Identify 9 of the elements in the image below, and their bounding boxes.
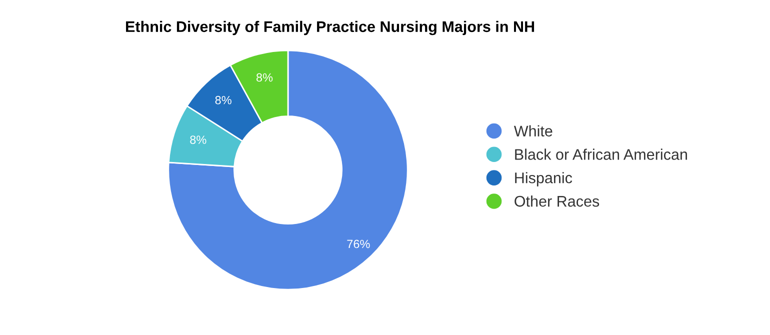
data-label: 76% bbox=[347, 240, 370, 248]
legend-label: White bbox=[514, 125, 552, 136]
chart-title: Ethnic Diversity of Family Practice Nursing Majors in NH bbox=[126, 20, 534, 36]
data-label: 8% bbox=[190, 136, 206, 144]
legend-label: Hispanic bbox=[515, 172, 572, 186]
data-label: 8% bbox=[215, 96, 232, 104]
data-label: 8% bbox=[256, 73, 273, 82]
legend-label: Other Races bbox=[514, 195, 600, 207]
legend-label: Black or African American bbox=[515, 148, 687, 160]
